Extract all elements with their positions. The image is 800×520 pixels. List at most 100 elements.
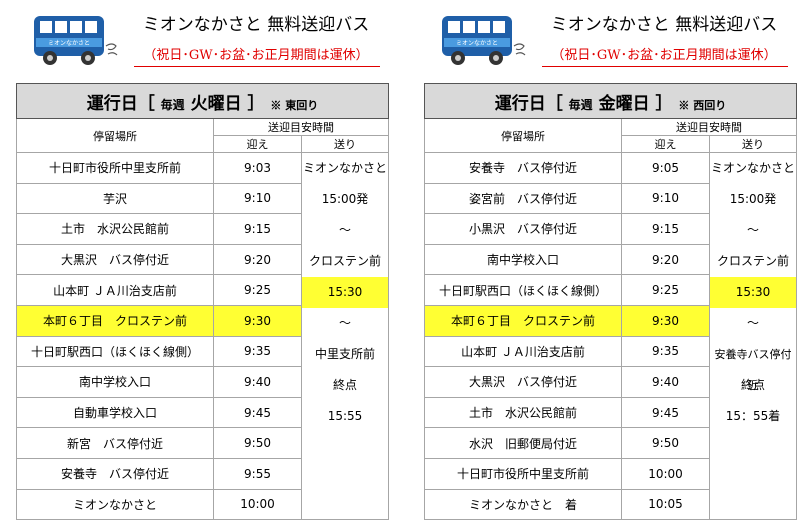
send-via-mark: 〜: [746, 316, 759, 330]
stop-name: 本町６丁目 クロステン前: [424, 304, 622, 337]
service-note: （祝日･GW･お盆･お正月期間は運休）: [551, 48, 777, 63]
send-origin: ミオンなかさと: [302, 161, 387, 175]
table-row: 土市 水沢公民館前 9:15: [16, 213, 389, 245]
stop-name: 南中学校入口: [16, 366, 214, 398]
table-row: 十日町市役所中里支所前 9:03 ミオンなかさと 15:00発 〜 クロステン前…: [16, 151, 389, 520]
stop-name: 土市 水沢公民館前: [424, 396, 622, 429]
stop-name: 土市 水沢公民館前: [16, 213, 214, 245]
bus-label: ミオンなかさと: [456, 40, 498, 47]
bus-icon: ミオンなかさと: [442, 16, 526, 65]
table-row: 山本町 ＪＡ川治支店前 9:25: [16, 274, 389, 306]
pickup-time: 9:10: [621, 182, 710, 215]
pickup-time: 9:45: [213, 396, 302, 429]
page-title: ミオンなかさと 無料送迎バス: [550, 15, 778, 35]
send-via-mark: 〜: [338, 316, 351, 330]
pickup-time: 10:00: [621, 457, 710, 490]
stop-name: 姿宮前 バス停付近: [424, 182, 622, 215]
pickup-time: 9:30: [621, 304, 710, 337]
stop-name: 十日町駅西口（ほくほく線側）: [16, 335, 214, 368]
table-row-highlighted: 本町６丁目 クロステン前 9:30: [424, 304, 797, 337]
pickup-time: 9:35: [213, 335, 302, 368]
pickup-time: 9:25: [621, 274, 710, 306]
stop-name: ミオンなかさと 着: [424, 488, 622, 520]
send-end-label: 終点: [332, 378, 357, 392]
pickup-time: 9:15: [621, 213, 710, 245]
table-row: 土市 水沢公民館前 9:45: [424, 396, 797, 429]
pickup-time: 9:50: [213, 427, 302, 459]
table-row: 芋沢 9:10: [16, 182, 389, 215]
pickup-time: 10:00: [213, 488, 302, 520]
schedule-panel-friday: ミオンなかさと ミオンなかさと 無料送迎バス （祝日･GW･お盆･お正月期間は運…: [424, 0, 797, 520]
send-end-label: 終点: [740, 378, 765, 392]
col-send-header: 送り: [301, 135, 389, 153]
pickup-time: 9:50: [621, 427, 710, 459]
table-row: 水沢 旧郵便局付近 9:50: [424, 427, 797, 459]
stop-name: 水沢 旧郵便局付近: [424, 427, 622, 459]
send-end-time: 15:55: [327, 409, 363, 423]
send-via-stop: クロステン前: [716, 254, 789, 268]
note-underline: [542, 66, 788, 67]
direction-label: ※ 西回り: [678, 98, 727, 112]
col-pickup-header: 迎え: [213, 135, 302, 153]
table-row: 自動車学校入口 9:45: [16, 396, 389, 429]
stop-name: 山本町 ＪＡ川治支店前: [424, 335, 622, 368]
timetable: 運行日［ 毎週 金曜日 ］ ※ 西回り 停留場所 送迎目安時間 迎え 送り 安養…: [424, 83, 797, 520]
stop-name: 大黒沢 バス停付近: [424, 366, 622, 398]
send-terminal: 安養寺バス停付近: [714, 348, 792, 392]
stop-name: 十日町駅西口（ほくほく線側）: [424, 274, 622, 306]
send-column: ミオンなかさと 15:00発 〜 クロステン前 15:30 〜 中里支所前 終点…: [301, 151, 389, 520]
panel-header: ミオンなかさと ミオンなかさと 無料送迎バス （祝日･GW･お盆･お正月期間は運…: [16, 0, 388, 82]
day-title: 運行日［ 毎週 金曜日 ］ ※ 西回り: [424, 83, 797, 119]
send-via-stop: クロステン前: [308, 254, 381, 268]
stop-name: 自動車学校入口: [16, 396, 214, 429]
send-terminal: 中里支所前: [314, 347, 375, 361]
table-row: 安養寺 バス停付近 9:55: [16, 457, 389, 490]
panel-header: ミオンなかさと ミオンなかさと 無料送迎バス （祝日･GW･お盆･お正月期間は運…: [424, 0, 796, 82]
pickup-time: 9:20: [213, 243, 302, 276]
direction-label: ※ 東回り: [270, 98, 319, 112]
pickup-time: 9:20: [621, 243, 710, 276]
schedule-panel-tuesday: ミオンなかさと ミオンなかさと 無料送迎バス （祝日･GW･お盆･お正月期間は運…: [16, 0, 389, 520]
send-via-mark: 〜: [338, 223, 351, 237]
pickup-time: 9:03: [213, 152, 302, 184]
pickup-time: 9:55: [213, 457, 302, 490]
stop-name: 本町６丁目 クロステン前: [16, 304, 214, 337]
timetable: 運行日［ 毎週 火曜日 ］ ※ 東回り 停留場所 送迎目安時間 迎え 送り 十日…: [16, 83, 389, 520]
page-title: ミオンなかさと 無料送迎バス: [142, 15, 370, 35]
table-row: 大黒沢 バス停付近 9:40: [424, 366, 797, 398]
note-underline: [134, 66, 380, 67]
pickup-time: 9:30: [213, 304, 302, 337]
service-note: （祝日･GW･お盆･お正月期間は運休）: [143, 48, 369, 63]
send-origin: ミオンなかさと: [710, 161, 795, 175]
col-pickup-header: 迎え: [621, 135, 710, 153]
send-depart-time: 15:00発: [321, 192, 369, 206]
stop-name: 新宮 バス停付近: [16, 427, 214, 459]
stop-name: 大黒沢 バス停付近: [16, 243, 214, 276]
table-row: 十日町駅西口（ほくほく線側） 9:35: [16, 335, 389, 368]
table-row: 新宮 バス停付近 9:50: [16, 427, 389, 459]
pickup-time: 9:35: [621, 335, 710, 368]
send-depart-time: 15:00発: [729, 192, 777, 206]
pickup-time: 9:10: [213, 182, 302, 215]
stop-name: 南中学校入口: [424, 243, 622, 276]
col-times-header: 送迎目安時間: [621, 118, 797, 136]
stop-name: 十日町市役所中里支所前: [424, 457, 622, 490]
stop-name: 十日町市役所中里支所前: [16, 152, 214, 184]
send-via-time: 15:30: [710, 277, 796, 308]
pickup-time: 9:40: [621, 366, 710, 398]
stop-name: 安養寺 バス停付近: [424, 152, 622, 184]
stop-name: 安養寺 バス停付近: [16, 457, 214, 490]
table-row: 十日町市役所中里支所前 10:00: [424, 457, 797, 490]
table-row: 姿宮前 バス停付近 9:10: [424, 182, 797, 215]
stop-name: 小黒沢 バス停付近: [424, 213, 622, 245]
table-row: 安養寺 バス停付近 9:05 ミオンなかさと 15:00発 〜 クロステン前 1…: [424, 151, 797, 520]
pickup-time: 9:45: [621, 396, 710, 429]
stop-name: 芋沢: [16, 182, 214, 215]
pickup-time: 9:15: [213, 213, 302, 245]
send-column: ミオンなかさと 15:00発 〜 クロステン前 15:30 〜 安養寺バス停付近…: [709, 151, 797, 520]
stop-name: 山本町 ＪＡ川治支店前: [16, 274, 214, 306]
send-end-time: 15：55着: [725, 409, 781, 423]
table-row: 小黒沢 バス停付近 9:15: [424, 213, 797, 245]
col-stop-header: 停留場所: [424, 118, 622, 153]
col-stop-header: 停留場所: [16, 118, 214, 153]
